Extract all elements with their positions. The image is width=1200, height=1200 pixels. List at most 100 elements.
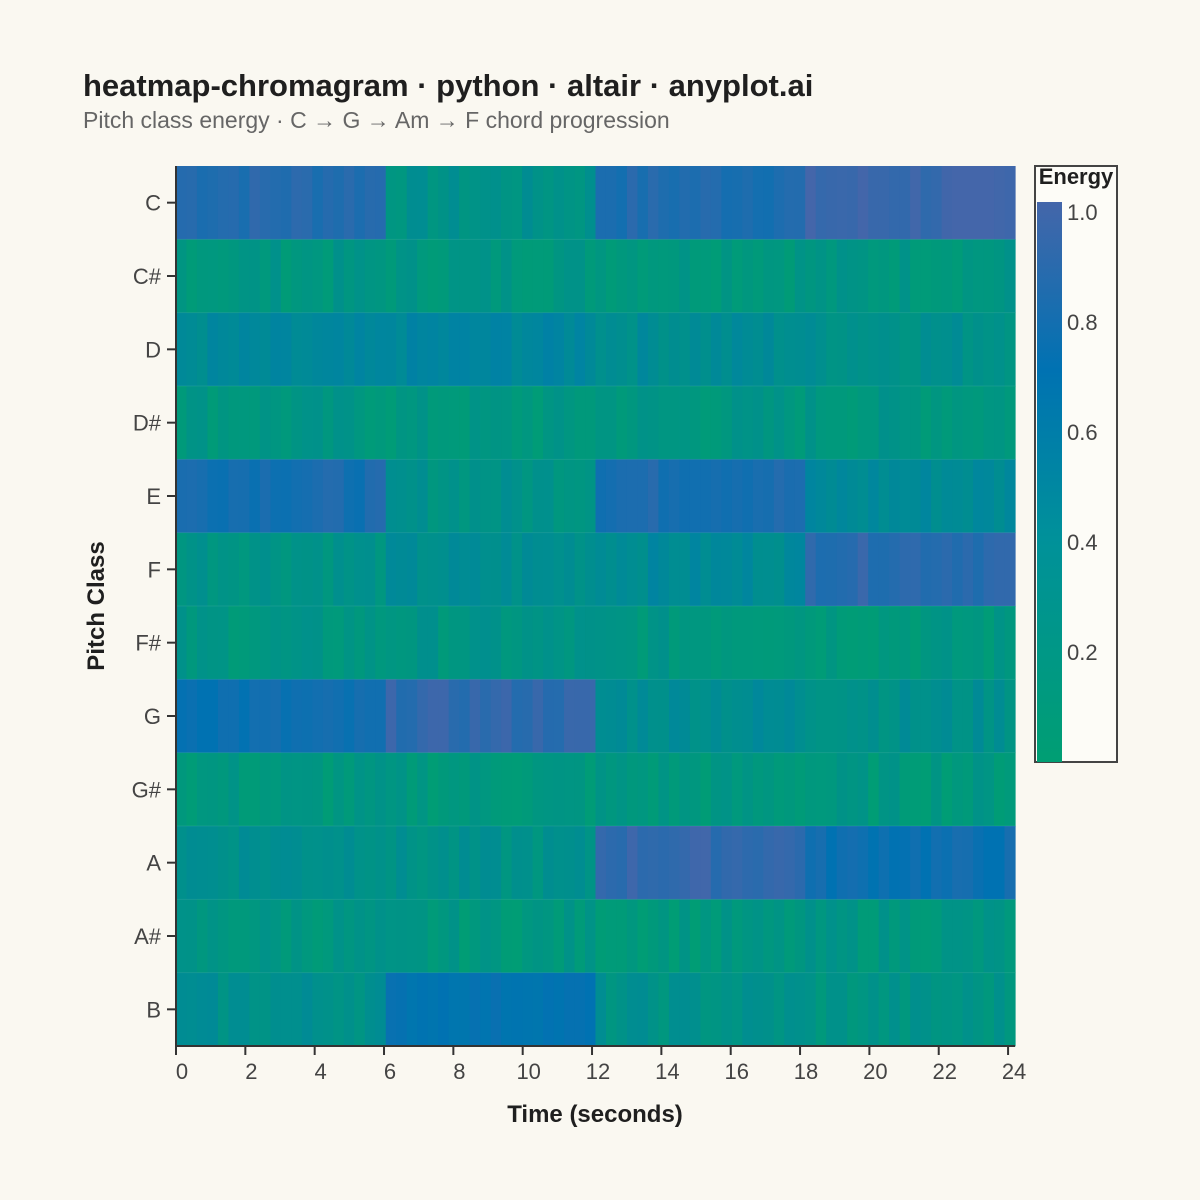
heatmap-cell (312, 752, 324, 827)
heatmap-cell (763, 386, 775, 460)
heatmap-cell (616, 166, 628, 240)
heatmap-cell (249, 239, 261, 314)
heatmap-cell (920, 459, 932, 534)
heatmap-cell (196, 826, 209, 900)
heatmap-cell (595, 386, 607, 460)
heatmap-cell (553, 752, 565, 827)
heatmap-cell (301, 239, 313, 314)
heatmap-cell (543, 312, 555, 387)
heatmap-cell (931, 386, 943, 460)
heatmap-cell (375, 239, 387, 314)
heatmap-cell (847, 679, 859, 754)
heatmap-cell (595, 899, 607, 974)
heatmap-cell (773, 752, 785, 827)
heatmap-cell (763, 532, 775, 607)
heatmap-cell (952, 532, 964, 607)
heatmap-cell (847, 972, 859, 1047)
heatmap-cell (354, 386, 366, 460)
heatmap-cell (773, 899, 785, 974)
heatmap-cell (574, 826, 586, 900)
heatmap-cell (962, 239, 974, 314)
heatmap-cell (438, 459, 450, 534)
heatmap-cell (815, 459, 827, 534)
heatmap-cell (700, 532, 712, 607)
heatmap-cell (522, 606, 534, 680)
heatmap-cell (438, 532, 450, 607)
heatmap-cell (647, 459, 660, 534)
heatmap-cell (595, 459, 607, 534)
heatmap-cell (679, 972, 691, 1047)
heatmap-cell (375, 752, 387, 827)
heatmap-cell (889, 459, 901, 534)
heatmap-cell (805, 459, 817, 534)
heatmap-cell (427, 899, 439, 974)
heatmap-cell (186, 679, 198, 754)
heatmap-cell (658, 972, 670, 1047)
heatmap-cell (364, 606, 376, 680)
heatmap-cell (501, 312, 513, 387)
heatmap-cell (301, 606, 313, 680)
heatmap-cell (249, 532, 261, 607)
heatmap-cell (501, 166, 513, 240)
heatmap-cell (270, 312, 282, 387)
heatmap-cell (238, 972, 251, 1047)
heatmap-cell (280, 532, 292, 607)
heatmap-cell (186, 972, 198, 1047)
heatmap-cell (522, 459, 534, 534)
heatmap-cell (605, 239, 618, 314)
heatmap-cell (207, 312, 219, 387)
heatmap-cell (259, 239, 271, 314)
heatmap-cell (805, 239, 817, 314)
heatmap-cell (742, 752, 754, 827)
heatmap-cell (543, 386, 555, 460)
heatmap-cell (196, 239, 209, 314)
heatmap-cell (343, 166, 355, 240)
heatmap-cell (207, 459, 219, 534)
heatmap-cell (805, 166, 817, 240)
heatmap-cell (721, 312, 733, 387)
heatmap-cell (763, 826, 775, 900)
heatmap-cell (469, 972, 481, 1047)
heatmap-cell (647, 679, 660, 754)
heatmap-cell (490, 532, 502, 607)
heatmap-cell (815, 239, 827, 314)
heatmap-cell (983, 972, 995, 1047)
heatmap-cell (689, 679, 701, 754)
heatmap-cell (459, 679, 471, 754)
heatmap-cell (343, 312, 355, 387)
heatmap-cell (511, 752, 523, 827)
heatmap-cell (270, 606, 282, 680)
heatmap-cell (564, 606, 576, 680)
heatmap-cell (364, 459, 376, 534)
heatmap-cell (217, 312, 230, 387)
heatmap-cell (564, 532, 576, 607)
heatmap-cell (931, 899, 943, 974)
heatmap-cell (857, 386, 869, 460)
heatmap-cell (889, 752, 901, 827)
heatmap-cell (668, 606, 680, 680)
heatmap-cell (448, 606, 460, 680)
heatmap-cell (186, 752, 198, 827)
heatmap-cell (354, 459, 366, 534)
heatmap-cell (396, 459, 408, 534)
heatmap-cell (647, 386, 660, 460)
heatmap-cell (910, 532, 922, 607)
heatmap-cell (805, 679, 817, 754)
heatmap-cell (868, 606, 880, 680)
heatmap-cell (721, 826, 733, 900)
heatmap-cell (259, 532, 271, 607)
heatmap-cell (1004, 826, 1016, 900)
heatmap-cell (647, 972, 660, 1047)
heatmap-cell (176, 899, 188, 974)
heatmap-cell (186, 386, 198, 460)
heatmap-cell (815, 826, 827, 900)
heatmap-cell (312, 166, 324, 240)
heatmap-cell (270, 532, 282, 607)
heatmap-cell (396, 166, 408, 240)
heatmap-cell (490, 752, 502, 827)
heatmap-cell (962, 459, 974, 534)
heatmap-cell (700, 899, 712, 974)
heatmap-cell (574, 752, 586, 827)
heatmap-cell (490, 972, 502, 1047)
heatmap-cell (564, 826, 576, 900)
